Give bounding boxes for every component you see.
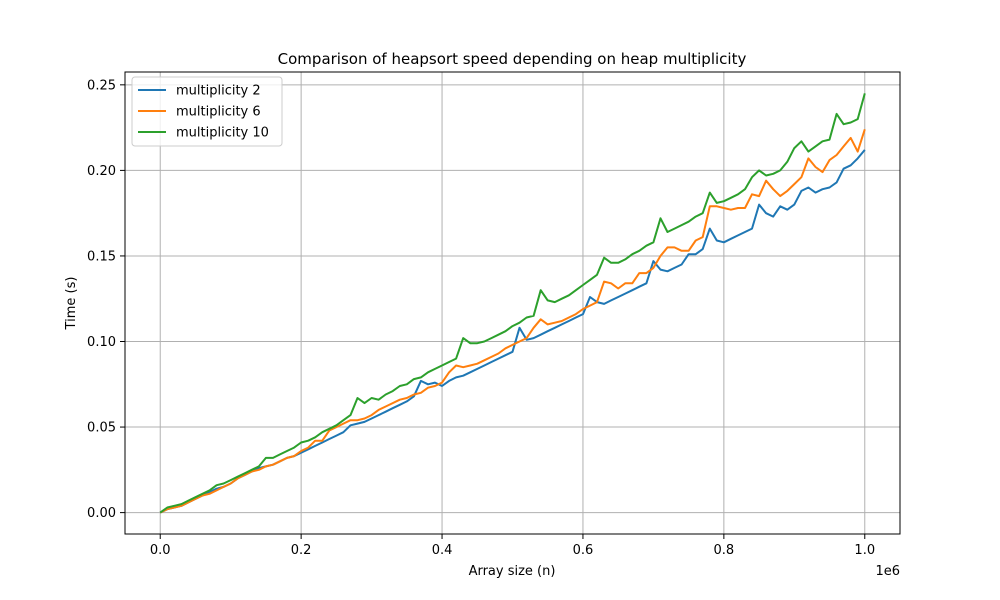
legend-box (131, 76, 283, 147)
y-tick-label: 0.25 (87, 78, 116, 93)
x-axis-offset-label: 1e6 (875, 564, 900, 579)
series-line-2 (159, 128, 866, 514)
legend-label-3: multiplicity 10 (176, 126, 269, 141)
x-tick-label: 1.0 (854, 543, 875, 558)
x-tick-label: 0.4 (432, 543, 453, 558)
x-tick-label: 0.2 (291, 543, 312, 558)
grid (125, 72, 900, 534)
y-tick-label: 0.10 (87, 335, 116, 350)
plot-frame (124, 71, 901, 535)
y-tick-label: 0.05 (87, 421, 116, 436)
series-lines (159, 93, 866, 514)
y-axis-label: Time (s) (64, 277, 79, 331)
y-tick-label: 0.15 (87, 249, 116, 264)
legend: multiplicity 2 multiplicity 6 multiplicity… (131, 76, 283, 147)
x-axis-label: Array size (n) (469, 564, 556, 579)
legend-label-1: multiplicity 2 (176, 84, 261, 99)
chart-title: Comparison of heapsort speed depending o… (278, 50, 747, 68)
x-axis-ticks: 0.0 0.2 0.4 0.6 0.8 1.0 (150, 534, 875, 558)
y-tick-label: 0.20 (87, 164, 116, 179)
y-axis-ticks: 0.00 0.05 0.10 0.15 0.20 0.25 (87, 78, 125, 521)
y-tick-label: 0.00 (87, 506, 116, 521)
series-line-3 (159, 93, 866, 514)
x-tick-label: 0.0 (150, 543, 171, 558)
legend-label-2: multiplicity 6 (176, 105, 261, 120)
x-tick-label: 0.6 (573, 543, 594, 558)
x-tick-label: 0.8 (714, 543, 735, 558)
